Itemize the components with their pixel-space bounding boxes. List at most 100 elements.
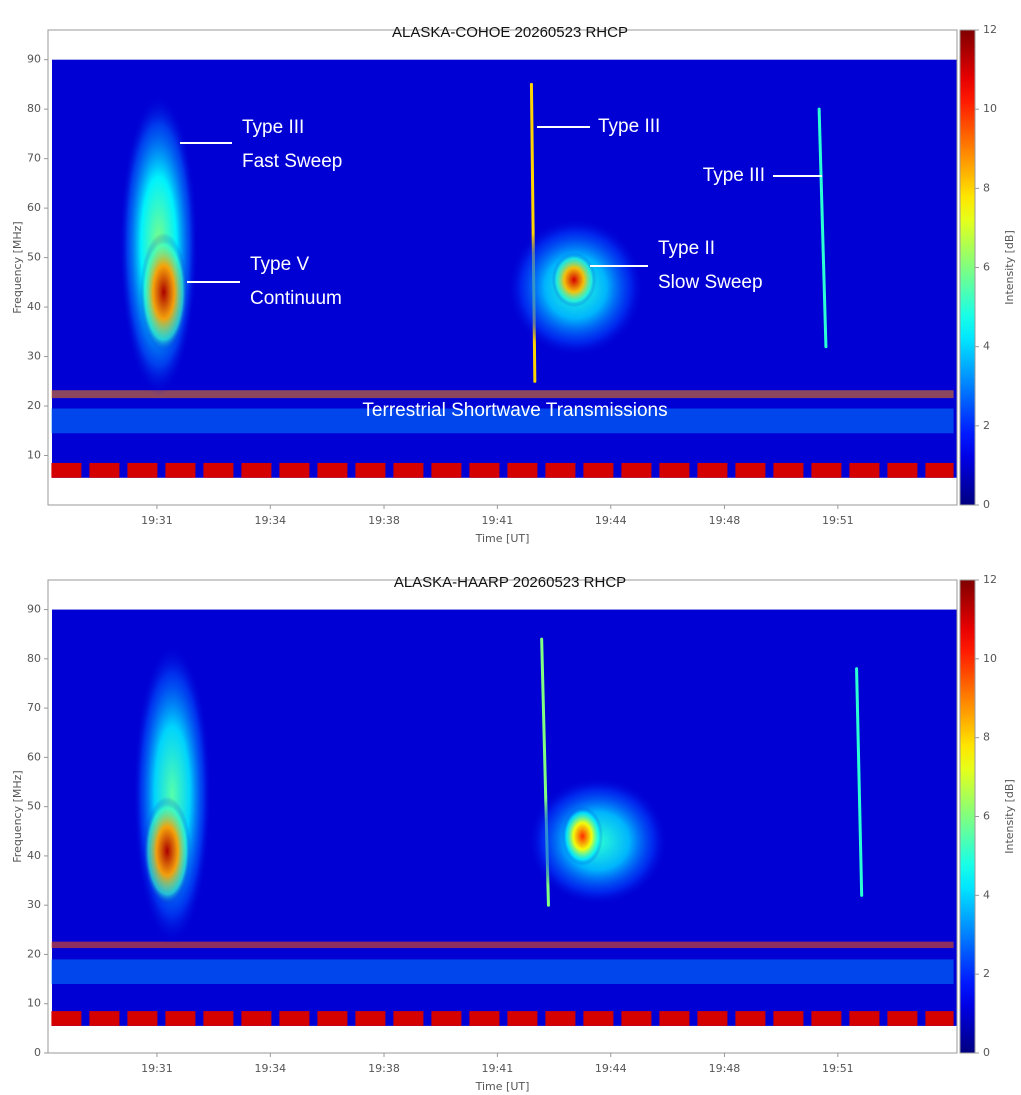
- y-tick-label: 30: [27, 350, 41, 363]
- annotation: Type III: [598, 116, 660, 137]
- x-axis-label: Time [UT]: [475, 1080, 530, 1093]
- y-tick-label: 90: [27, 603, 41, 616]
- burst-sweep: [817, 107, 828, 349]
- colorbar-label: Intensity [dB]: [1003, 779, 1016, 854]
- x-tick-label: 19:34: [254, 514, 286, 527]
- calibration-block: [393, 462, 424, 478]
- calibration-block: [203, 462, 234, 478]
- chart-title: ALASKA-HAARP 20260523 RHCP: [394, 574, 626, 591]
- annotation: Terrestrial Shortwave Transmissions: [362, 400, 667, 421]
- calibration-block: [165, 462, 196, 478]
- calibration-block: [431, 462, 462, 478]
- y-tick-label: 90: [27, 53, 41, 66]
- calibration-block: [127, 462, 158, 478]
- calibration-block: [89, 1011, 120, 1026]
- y-tick-label: 40: [27, 300, 41, 313]
- calibration-block: [431, 1011, 462, 1026]
- colorbar-tick-label: 0: [983, 1046, 990, 1059]
- calibration-block: [925, 1011, 954, 1026]
- calibration-block: [773, 462, 804, 478]
- plot-frame: [47, 579, 958, 1054]
- y-tick-label: 80: [27, 652, 41, 665]
- x-tick-label: 19:38: [368, 1062, 400, 1075]
- calibration-block: [697, 1011, 728, 1026]
- colorbar-tick-label: 12: [983, 23, 997, 36]
- calibration-block: [659, 462, 690, 478]
- spectrogram-background: [52, 59, 957, 478]
- calibration-block: [849, 1011, 880, 1026]
- calibration-block: [469, 462, 500, 478]
- y-tick-label: 20: [27, 399, 41, 412]
- calibration-block: [241, 1011, 272, 1026]
- colorbar-tick-label: 2: [983, 419, 990, 432]
- y-tick-label: 60: [27, 750, 41, 763]
- x-tick-label: 19:51: [822, 514, 854, 527]
- colorbar-tick-label: 6: [983, 261, 990, 274]
- calibration-block: [887, 1011, 918, 1026]
- colorbar-tick-label: 4: [983, 888, 990, 901]
- calibration-block: [735, 462, 766, 478]
- calibration-block: [545, 462, 576, 478]
- y-axis-label: Frequency [MHz]: [11, 770, 24, 862]
- calibration-block: [583, 462, 614, 478]
- calibration-block: [659, 1011, 690, 1026]
- shortwave-band: [51, 941, 954, 949]
- y-tick-label: 10: [27, 997, 41, 1010]
- y-tick-label: 50: [27, 251, 41, 264]
- burst-continuum: [551, 252, 597, 308]
- chart-title: ALASKA-COHOE 20260523 RHCP: [392, 24, 628, 41]
- calibration-block: [507, 462, 538, 478]
- x-tick-label: 19:51: [822, 1062, 854, 1075]
- calibration-block: [773, 1011, 804, 1026]
- plot-frame: [47, 29, 958, 506]
- calibration-block: [279, 462, 310, 478]
- y-tick-label: 30: [27, 898, 41, 911]
- y-tick-label: 0: [34, 1046, 41, 1059]
- annotation: Fast Sweep: [242, 151, 342, 172]
- calibration-block: [317, 1011, 348, 1026]
- calibration-block: [51, 462, 82, 478]
- x-tick-label: 19:31: [141, 1062, 173, 1075]
- y-tick-label: 70: [27, 701, 41, 714]
- shortwave-band: [51, 959, 954, 985]
- y-axis-label: Frequency [MHz]: [11, 221, 24, 313]
- colorbar-tick-label: 10: [983, 102, 997, 115]
- colorbar-label: Intensity [dB]: [1003, 230, 1016, 305]
- colorbar-tick-label: 8: [983, 181, 990, 194]
- colorbar-tick-label: 4: [983, 340, 990, 353]
- calibration-block: [697, 462, 728, 478]
- annotation: Type III: [703, 165, 765, 186]
- x-tick-label: 19:44: [595, 514, 627, 527]
- x-tick-label: 19:34: [254, 1062, 286, 1075]
- calibration-block: [469, 1011, 500, 1026]
- x-tick-label: 19:48: [709, 1062, 741, 1075]
- calibration-block: [355, 462, 386, 478]
- burst-continuum: [562, 806, 603, 866]
- colorbar: [959, 29, 976, 506]
- x-axis-label: Time [UT]: [475, 532, 530, 545]
- y-tick-label: 40: [27, 849, 41, 862]
- shortwave-band: [51, 408, 954, 434]
- colorbar-tick-label: 2: [983, 967, 990, 980]
- colorbar-tick-label: 12: [983, 573, 997, 586]
- calibration-block: [621, 462, 652, 478]
- calibration-block: [203, 1011, 234, 1026]
- x-tick-label: 19:31: [141, 514, 173, 527]
- y-tick-label: 60: [27, 201, 41, 214]
- burst-continuum: [143, 796, 191, 906]
- y-tick-label: 70: [27, 152, 41, 165]
- x-tick-label: 19:38: [368, 514, 400, 527]
- calibration-block: [545, 1011, 576, 1026]
- calibration-block: [507, 1011, 538, 1026]
- annotation: Continuum: [250, 288, 342, 309]
- calibration-block: [811, 1011, 842, 1026]
- calibration-block: [89, 462, 120, 478]
- burst-sweep: [855, 667, 864, 897]
- annotation: Type II: [658, 238, 715, 259]
- annotation: Slow Sweep: [658, 272, 763, 293]
- x-tick-label: 19:44: [595, 1062, 627, 1075]
- calibration-block: [925, 462, 954, 478]
- calibration-block: [51, 1011, 82, 1026]
- calibration-block: [735, 1011, 766, 1026]
